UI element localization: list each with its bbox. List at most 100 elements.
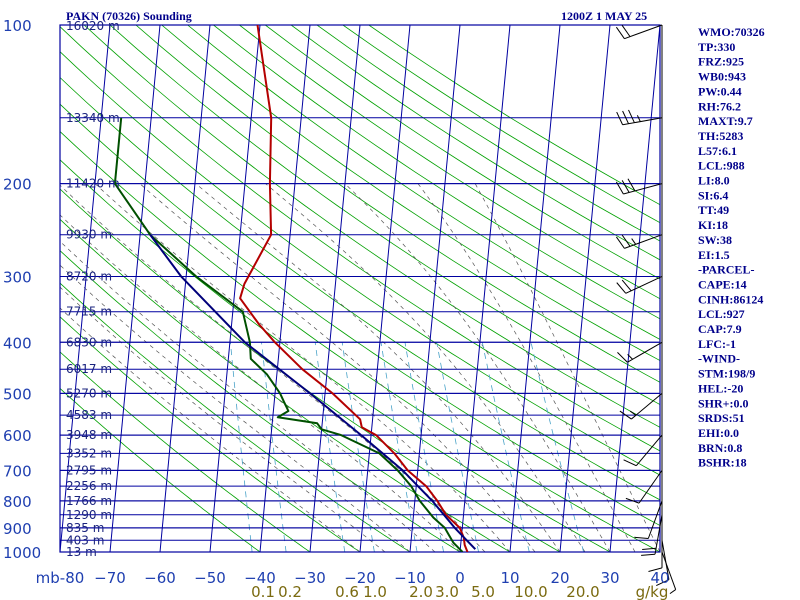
wind-barb-staff bbox=[635, 434, 663, 467]
index-value: SI:6.4 bbox=[698, 188, 728, 202]
height-label: 9930 m bbox=[66, 228, 112, 242]
index-value: -WIND- bbox=[698, 352, 740, 366]
temperature-tick-label: −70 bbox=[94, 569, 126, 587]
wind-barb-staff bbox=[624, 234, 663, 249]
isotherm bbox=[259, 25, 311, 552]
isotherm bbox=[409, 25, 461, 552]
wind-barb-staff bbox=[623, 183, 663, 195]
wind-barb-flag bbox=[636, 115, 641, 122]
height-label: 403 m bbox=[66, 533, 104, 547]
height-label: 5270 m bbox=[66, 386, 112, 400]
mixing-ratio-label: 10.0 bbox=[514, 583, 547, 600]
height-label: 4583 m bbox=[66, 408, 112, 422]
index-value: PW:0.44 bbox=[698, 84, 742, 98]
pressure-tick-label: 100 bbox=[3, 17, 32, 35]
wind-barb-flag bbox=[617, 352, 628, 363]
wind-barb-flag bbox=[634, 536, 649, 540]
temperature-tick-label: −60 bbox=[144, 569, 176, 587]
mixing-ratio-label: 3.0 bbox=[435, 583, 459, 600]
wind-barb-staff bbox=[661, 551, 677, 590]
index-value: SHR+:0.0 bbox=[698, 396, 749, 410]
isotherms bbox=[60, 25, 660, 552]
isobars bbox=[59, 24, 661, 553]
index-value: -PARCEL- bbox=[698, 263, 754, 277]
index-value: SW:38 bbox=[698, 233, 732, 247]
index-value: EI:1.5 bbox=[698, 248, 730, 262]
wind-barb-flag bbox=[615, 26, 625, 39]
height-label: 3352 m bbox=[66, 446, 112, 460]
temperature-tick-label: −30 bbox=[294, 569, 326, 587]
isotherm bbox=[60, 25, 111, 552]
index-value: TP:330 bbox=[698, 40, 735, 54]
mixing-ratio-label: 0.6 bbox=[335, 583, 359, 600]
wind-barb-flag bbox=[619, 410, 632, 420]
index-value: LI:8.0 bbox=[698, 174, 730, 188]
wind-barb-flag bbox=[621, 234, 631, 247]
height-label: 2795 m bbox=[66, 463, 112, 477]
wind-barb-staff bbox=[627, 341, 663, 363]
height-label: 1766 m bbox=[66, 494, 112, 508]
temperature-line bbox=[239, 25, 469, 552]
chart-title: PAKN (70326) Sounding bbox=[66, 9, 192, 23]
moist-adiabat bbox=[60, 184, 486, 552]
wind-barb-flag bbox=[615, 236, 625, 249]
index-value: TH:5283 bbox=[698, 129, 743, 143]
wind-barb-flag bbox=[656, 579, 670, 587]
height-label: 2256 m bbox=[66, 479, 112, 493]
index-value: RH:76.2 bbox=[698, 99, 741, 113]
wind-barb-flag bbox=[627, 178, 636, 192]
wind-barb-flag bbox=[642, 547, 657, 551]
mixing-ratio-label: 0.2 bbox=[278, 583, 302, 600]
index-value: SRDS:51 bbox=[698, 411, 745, 425]
index-value: L57:6.1 bbox=[698, 144, 737, 158]
index-value: EHI:0.0 bbox=[698, 426, 739, 440]
isotherm bbox=[109, 25, 161, 552]
wind-barb-staff bbox=[624, 24, 663, 40]
temperature-tick-label: 30 bbox=[600, 569, 619, 587]
temperature-tick-label: mb-80 bbox=[36, 569, 85, 587]
isotherm bbox=[509, 25, 561, 552]
wind-barb-flag bbox=[628, 109, 635, 123]
wind-barbs bbox=[615, 24, 677, 595]
wind-barb-flag bbox=[631, 238, 637, 245]
mixing-ratio-label: g/kg bbox=[636, 583, 669, 600]
index-value: BSHR:18 bbox=[698, 456, 747, 470]
wind-barb-flag bbox=[616, 282, 627, 294]
sounding-series bbox=[113, 25, 477, 552]
height-label: 16020 m bbox=[66, 19, 120, 33]
index-value: FRZ:925 bbox=[698, 55, 744, 69]
wind-barb-flag bbox=[627, 353, 633, 360]
height-label: 6017 m bbox=[66, 362, 112, 376]
pressure-tick-label: 800 bbox=[3, 493, 32, 511]
pressure-tick-label: 1000 bbox=[3, 544, 41, 562]
temperature-tick-label: 0 bbox=[455, 569, 465, 587]
temperature-tick-label: −10 bbox=[394, 569, 426, 587]
index-value: WMO:70326 bbox=[698, 25, 765, 39]
moist-adiabat bbox=[344, 183, 611, 552]
index-value: STM:198/9 bbox=[698, 367, 755, 381]
index-value: HEL:-20 bbox=[698, 381, 743, 395]
parcel-line bbox=[149, 234, 477, 550]
pressure-tick-label: 900 bbox=[3, 520, 32, 538]
pressure-tick-label: 300 bbox=[3, 268, 32, 286]
wind-barb-staff bbox=[625, 275, 663, 294]
index-value: BRN:0.8 bbox=[698, 441, 742, 455]
height-label: 8720 m bbox=[66, 269, 112, 283]
isotherm bbox=[559, 25, 611, 552]
mixing-ratio-label: 5.0 bbox=[471, 583, 495, 600]
index-value: LCL:927 bbox=[698, 307, 745, 321]
wind-barb-flag bbox=[621, 279, 632, 292]
pressure-tick-label: 500 bbox=[3, 385, 32, 403]
mixing-ratio-label: 1.0 bbox=[363, 583, 387, 600]
height-label: 6830 m bbox=[66, 335, 112, 349]
isotherm bbox=[359, 25, 411, 552]
wind-barb-flag bbox=[623, 459, 637, 467]
chart-time: 1200Z 1 MAY 25 bbox=[561, 9, 647, 23]
wind-barb-staff bbox=[647, 500, 663, 539]
mixing-ratio-label: 20.0 bbox=[566, 583, 599, 600]
index-value: KI:18 bbox=[698, 218, 728, 232]
height-label: 835 m bbox=[66, 521, 104, 535]
